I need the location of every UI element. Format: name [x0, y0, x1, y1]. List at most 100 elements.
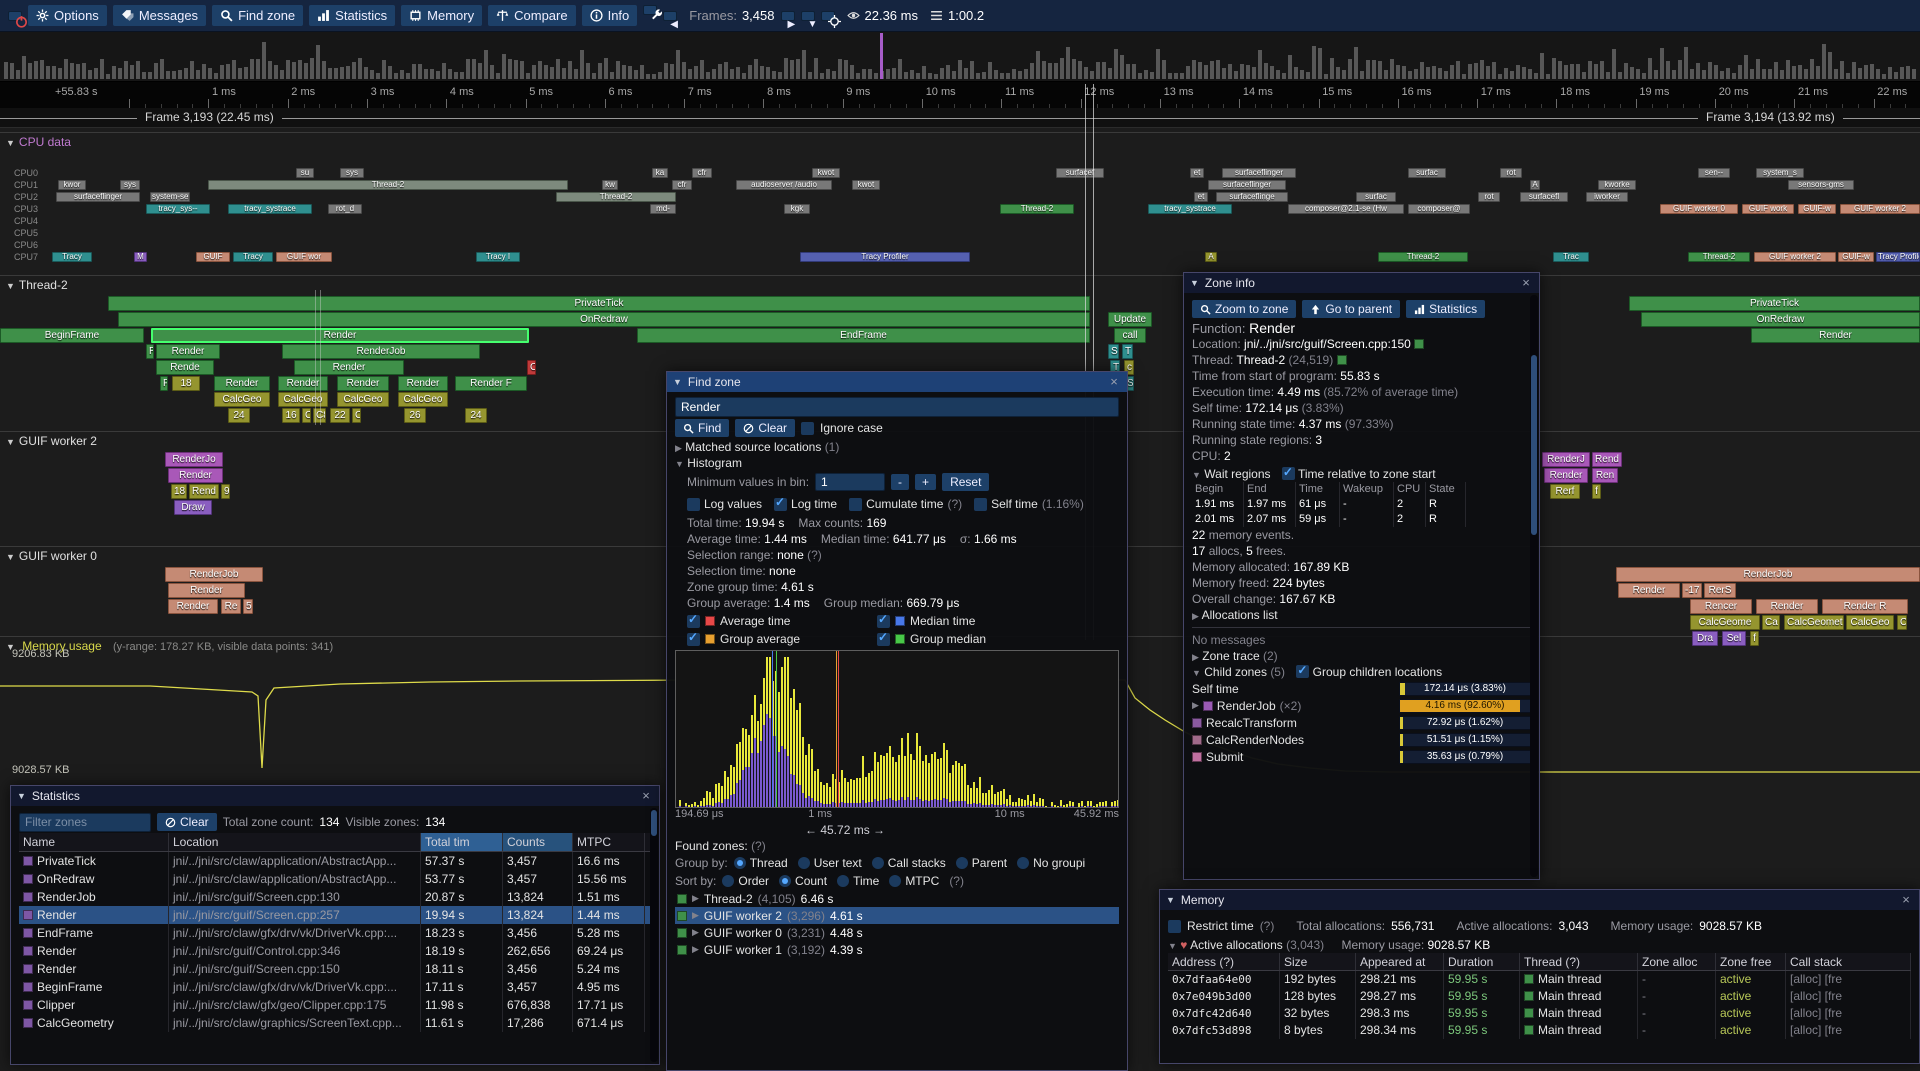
cpu-data-section-header[interactable]: ▼CPU data [0, 132, 1920, 150]
memory-titlebar[interactable]: ▼ Memory × [1160, 890, 1919, 910]
timeline-zone[interactable]: f [1592, 484, 1601, 499]
frame-dropdown-button[interactable]: ▼ [801, 11, 815, 21]
cpu-zone[interactable]: tracy_systrace [1148, 204, 1232, 214]
wait-column-header[interactable]: State [1426, 482, 1466, 497]
cpu-zone[interactable]: et [1190, 168, 1204, 178]
scrollbar-thumb[interactable] [651, 810, 657, 836]
memory-column-header[interactable]: Size [1280, 953, 1356, 970]
timeline-zone[interactable]: RenderJob [282, 344, 480, 359]
cpu-zone[interactable]: ka [652, 168, 668, 178]
go-to-parent-button[interactable]: Go to parent [1302, 300, 1400, 318]
min-values-bin-input[interactable] [815, 473, 885, 491]
filter-zones-input[interactable] [19, 813, 151, 832]
call-stack-cell[interactable]: [alloc] [fre [1786, 988, 1911, 1005]
zone-group-row[interactable]: ▶GUIF worker 1(3,192)4.39 s [675, 941, 1119, 958]
timeline-zone[interactable]: 16 [282, 408, 300, 423]
statistics-titlebar[interactable]: ▼ Statistics × [11, 786, 659, 806]
memory-column-header[interactable]: Thread (?) [1520, 953, 1638, 970]
timeline-zone[interactable]: C [1897, 615, 1907, 630]
radio-button[interactable] [872, 857, 884, 869]
timeline-zone[interactable]: Re [221, 599, 241, 614]
legend-checkbox[interactable] [877, 633, 890, 646]
timeline-zone[interactable]: Render [294, 360, 404, 375]
toolbar-button-options[interactable]: Options [28, 5, 107, 26]
cpu-zone[interactable]: M [134, 252, 147, 262]
cpu-zone[interactable]: rot [1478, 192, 1500, 202]
timeline-zone[interactable]: CalcGeome [1690, 615, 1760, 630]
address-cell[interactable]: 0x7dfc42d640 [1168, 1005, 1280, 1022]
memory-column-header[interactable]: Call stack [1786, 953, 1911, 970]
collapse-triangle-icon[interactable]: ▶ [1192, 652, 1199, 662]
timeline-zone[interactable]: CalcGeo [337, 392, 389, 407]
timeline-zone[interactable]: Ca [1762, 615, 1780, 630]
collapse-triangle-icon[interactable]: ▼ [673, 372, 682, 392]
timeline-zone[interactable]: CalcGeo [214, 392, 270, 407]
timeline-zone[interactable]: -17 [1682, 583, 1702, 598]
timeline-zone[interactable]: PrivateTick [108, 296, 1090, 311]
timeline-zone[interactable]: 18 [171, 484, 187, 499]
timeline-zone[interactable]: 24 [465, 408, 487, 423]
timeline-zone[interactable]: Update [1108, 312, 1152, 327]
timeline-zone[interactable]: Render F [455, 376, 527, 391]
collapse-triangle-icon[interactable]: ▶ [1192, 700, 1199, 711]
cpu-zone[interactable]: GUIF [196, 252, 230, 262]
cpu-zone[interactable]: A [1530, 180, 1540, 190]
timeline-zone[interactable]: RenderJ [1542, 452, 1590, 467]
timeline-zone[interactable]: C [302, 408, 311, 423]
collapse-triangle-icon[interactable]: ▼ [6, 437, 15, 447]
call-stack-cell[interactable]: [alloc] [fre [1786, 1005, 1911, 1022]
find-zone-search-input[interactable] [675, 397, 1119, 417]
timeline-zone[interactable]: Render [168, 599, 218, 614]
radio-button[interactable] [779, 875, 791, 887]
cpu-zone[interactable]: Tracy Profiler [800, 252, 970, 262]
column-header-location[interactable]: Location [169, 833, 421, 851]
toolbar-button-messages[interactable]: Messages [113, 5, 206, 26]
zone-group-row[interactable]: ▶GUIF worker 0(3,231)4.48 s [675, 924, 1119, 941]
memory-column-header[interactable]: Duration [1444, 953, 1520, 970]
timeline-zone[interactable]: Render [1756, 599, 1818, 614]
cpu-zone[interactable]: iworker [1586, 192, 1628, 202]
timeline-zone[interactable]: Dra [1692, 631, 1718, 646]
collapse-triangle-icon[interactable]: ▶ [1192, 611, 1199, 621]
cpu-zone[interactable]: Tracy Profiler [1876, 252, 1920, 262]
checkbox[interactable] [849, 498, 862, 511]
cpu-zone[interactable]: surfacefl [1520, 192, 1568, 202]
radio-button[interactable] [889, 875, 901, 887]
toolbar-button-memory[interactable]: Memory [401, 5, 482, 26]
cpu-zone[interactable]: cfr [692, 168, 712, 178]
cpu-zone[interactable]: Thread-2 [556, 192, 676, 202]
cpu-zone[interactable]: sys [340, 168, 364, 178]
wait-column-header[interactable]: CPU [1394, 482, 1426, 497]
collapse-triangle-icon[interactable]: ▼ [1192, 668, 1201, 678]
cpu-zone[interactable]: surfacef [1056, 168, 1104, 178]
collapse-triangle-icon[interactable]: ▶ [692, 927, 699, 938]
cpu-zone[interactable]: composer@2.1-se (Hw [1288, 204, 1404, 214]
timeline-zone[interactable]: Render [214, 376, 270, 391]
cpu-zone[interactable]: sen-- [1698, 168, 1730, 178]
cpu-zone[interactable]: et [1194, 192, 1208, 202]
timeline-zone[interactable]: RenderJo [165, 452, 223, 467]
close-icon[interactable]: × [1107, 372, 1121, 392]
active-allocations-header[interactable]: ▼ ♥ Active allocations (3,043) Memory us… [1168, 937, 1911, 953]
legend-item-group-average[interactable]: Group average [687, 631, 877, 647]
radio-no-groupi[interactable]: No groupi [1017, 856, 1085, 870]
timeline-zone[interactable]: CalcGeo [398, 392, 448, 407]
timeline-zone[interactable]: Render R [1822, 599, 1908, 614]
timeline-zone[interactable]: Render [156, 344, 220, 359]
clear-button[interactable]: Clear [735, 419, 795, 437]
find-zone-titlebar[interactable]: ▼ Find zone × [667, 372, 1127, 392]
radio-call-stacks[interactable]: Call stacks [872, 856, 946, 870]
radio-button[interactable] [837, 875, 849, 887]
timeline-zone[interactable]: T [1122, 344, 1133, 359]
zone-trace[interactable]: ▶ Zone trace (2) [1192, 648, 1531, 664]
timeline-zone[interactable]: S [1108, 344, 1119, 359]
timeline-zone[interactable]: R [146, 344, 154, 359]
zoom-to-zone-button[interactable]: Zoom to zone [1192, 300, 1296, 318]
radio-count[interactable]: Count [779, 874, 827, 888]
timeline-zone[interactable]: EndFrame [637, 328, 1090, 343]
collapse-triangle-icon[interactable]: ▼ [1192, 470, 1201, 480]
